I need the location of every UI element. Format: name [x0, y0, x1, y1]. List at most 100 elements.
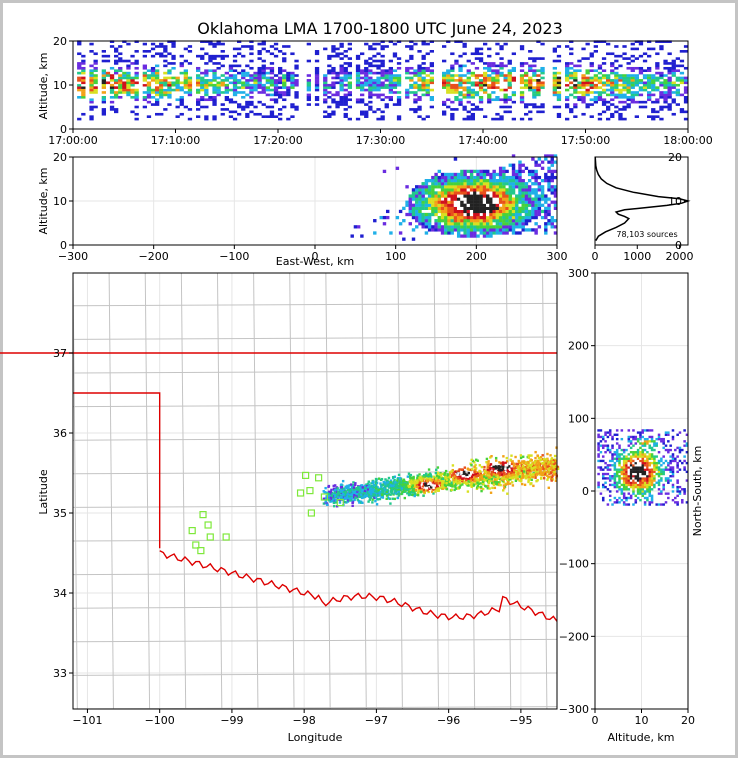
alt-ew-density-cell	[424, 179, 429, 183]
plan-density-cell	[352, 486, 356, 489]
alt-time-density-cell	[663, 96, 668, 99]
alt-ew-density-cell	[476, 219, 480, 223]
alt-time-density-cell	[487, 93, 492, 97]
plan-density-cell	[448, 471, 452, 474]
alt-ew-density-cell	[460, 182, 464, 186]
alt-ew-density-cell	[434, 182, 438, 186]
plan-density-cell	[527, 454, 530, 457]
alt-ew-density-cell	[450, 215, 454, 220]
alt-ew-density-cell	[466, 222, 471, 226]
alt-time-density-cell	[655, 88, 660, 92]
alt-time-density-cell	[466, 79, 471, 82]
county-boundary	[253, 272, 259, 710]
alt-time-density-cell	[425, 81, 430, 85]
alt-ew-density-cell	[511, 200, 516, 204]
alt-ew-density-cell	[421, 206, 425, 210]
alt-time-density-cell	[610, 115, 615, 118]
plan-density-cell	[517, 461, 521, 465]
alt-time-density-cell	[89, 64, 94, 68]
plan-density-cell	[414, 485, 417, 488]
plan-density-cell	[487, 484, 490, 488]
alt-time-density-cell	[150, 54, 156, 58]
plan-density-cell	[475, 477, 478, 481]
alt-time-density-cell	[610, 112, 615, 116]
alt-time-density-cell	[204, 62, 209, 65]
alt-ew-density-cell	[427, 197, 432, 201]
plan-density-cell	[404, 489, 408, 492]
alt-time-density-cell	[511, 100, 516, 104]
alt-ew-density-cell	[534, 188, 538, 192]
plan-density-cell	[458, 486, 461, 489]
plan-density-cell	[506, 492, 509, 495]
alt-ew-density-cell	[453, 191, 458, 195]
alt-time-density-cell	[659, 108, 664, 111]
alt-time-density-cell	[220, 50, 225, 53]
plan-density-cell	[453, 479, 456, 482]
alt-time-density-cell	[392, 52, 398, 56]
alt-time-density-cell	[212, 103, 217, 106]
alt-time-density-cell	[519, 45, 525, 48]
plan-density-cell	[504, 483, 508, 486]
alt-time-density-cell	[130, 96, 135, 99]
alt-time-density-cell	[212, 57, 217, 60]
alt-time-density-cell	[265, 115, 270, 118]
plan-density-cell	[387, 485, 391, 488]
alt-ew-density-cell	[521, 197, 525, 201]
alt-ew-density-cell	[453, 175, 458, 180]
alt-ew-density-cell	[450, 185, 454, 189]
plan-density-cell	[476, 484, 480, 488]
alt-time-density-cell	[589, 64, 594, 68]
alt-time-density-cell	[614, 54, 619, 58]
alt-time-density-cell	[282, 57, 287, 60]
alt-ew-density-cell	[527, 179, 532, 183]
plan-density-cell	[539, 472, 543, 475]
alt-time-density-cell	[171, 42, 176, 46]
alt-time-density-cell	[93, 52, 98, 56]
alt-time-density-cell	[261, 71, 266, 75]
alt-time-density-cell	[81, 76, 86, 80]
alt-time-density-cell	[638, 88, 644, 92]
alt-time-density-cell	[109, 88, 115, 92]
alt-time-density-cell	[573, 96, 578, 99]
alt-time-density-cell	[150, 69, 156, 72]
plan-density-cell	[366, 485, 370, 489]
plan-density-cell	[333, 484, 337, 487]
alt-time-density-cell	[388, 74, 393, 77]
plan-density-cell	[427, 479, 430, 482]
alt-ew-density-cell	[473, 182, 477, 186]
alt-ew-density-cell	[453, 222, 458, 226]
alt-time-density-cell	[368, 91, 373, 94]
plan-density-cell	[375, 503, 379, 506]
alt-time-density-cell	[450, 117, 455, 121]
alt-time-density-cell	[253, 76, 258, 80]
plan-density-cell	[336, 487, 339, 490]
alt-time-density-cell	[306, 83, 311, 87]
alt-ew-density-cell	[508, 225, 513, 229]
alt-time-density-cell	[347, 98, 352, 102]
alt-ew-density-cell	[434, 228, 438, 232]
alt-time-density-cell	[524, 79, 529, 82]
alt-time-density-cell	[466, 100, 471, 104]
alt-time-density-cell	[372, 47, 377, 51]
alt-time-density-cell	[417, 98, 422, 102]
alt-time-density-cell	[109, 86, 115, 89]
alt-ew-density-cell	[473, 197, 477, 201]
alt-time-density-cell	[372, 71, 377, 75]
alt-time-density-cell	[249, 79, 254, 82]
alt-time-density-cell	[421, 54, 426, 58]
alt-time-density-cell	[265, 86, 270, 89]
plan-density-cell	[436, 466, 440, 469]
alt-time-density-cell	[622, 52, 627, 56]
state-border-panhandle	[73, 392, 161, 549]
alt-time-density-cell	[622, 108, 627, 111]
alt-time-density-cell	[273, 115, 279, 118]
plan-density-cell	[514, 478, 518, 481]
alt-time-density-cell	[126, 91, 131, 94]
alt-time-density-cell	[380, 47, 385, 51]
alt-time-density-cell	[118, 59, 123, 63]
alt-time-density-cell	[224, 79, 229, 82]
plan-density-cell	[387, 483, 390, 486]
alt-time-density-cell	[659, 74, 664, 77]
alt-time-density-cell	[269, 79, 275, 82]
plan-density-cell	[495, 481, 498, 484]
